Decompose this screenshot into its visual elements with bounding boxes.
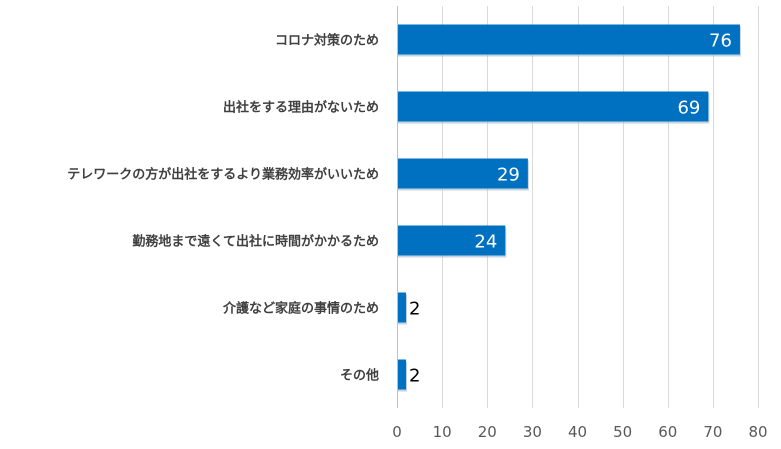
- data-label-6: 2: [409, 366, 420, 387]
- category-label-5: 介護など家庭の事情のため: [222, 301, 379, 317]
- category-label-2: 出社をする理由がないため: [223, 100, 379, 116]
- bar-1: [397, 24, 740, 55]
- category-label-3: テレワークの方が出社をするより業務効率がいいため: [67, 167, 379, 183]
- bar-3: [397, 158, 528, 189]
- bar-6: [397, 359, 407, 390]
- x-tick-label-10: 10: [433, 423, 452, 441]
- bar-4: [397, 225, 506, 256]
- x-tick-label-80: 80: [748, 423, 767, 441]
- category-label-4: 勤務地まで遠くて出社に時間がかかるため: [132, 234, 379, 250]
- x-tick-label-30: 30: [523, 423, 542, 441]
- data-label-1: 76: [709, 31, 732, 52]
- data-label-2: 69: [677, 98, 700, 119]
- data-label-5: 2: [409, 299, 420, 320]
- data-label-3: 29: [497, 165, 520, 186]
- x-tick-label-50: 50: [613, 423, 632, 441]
- x-tick-label-20: 20: [478, 423, 497, 441]
- category-label-1: コロナ対策のため: [275, 33, 379, 49]
- category-label-6: その他: [340, 368, 379, 384]
- bar-2: [397, 91, 709, 122]
- data-label-4: 24: [474, 232, 497, 253]
- x-tick-label-60: 60: [658, 423, 677, 441]
- bar-5: [397, 292, 407, 323]
- x-tick-label-40: 40: [568, 423, 587, 441]
- x-tick-label-0: 0: [392, 423, 402, 441]
- x-tick-label-70: 70: [703, 423, 722, 441]
